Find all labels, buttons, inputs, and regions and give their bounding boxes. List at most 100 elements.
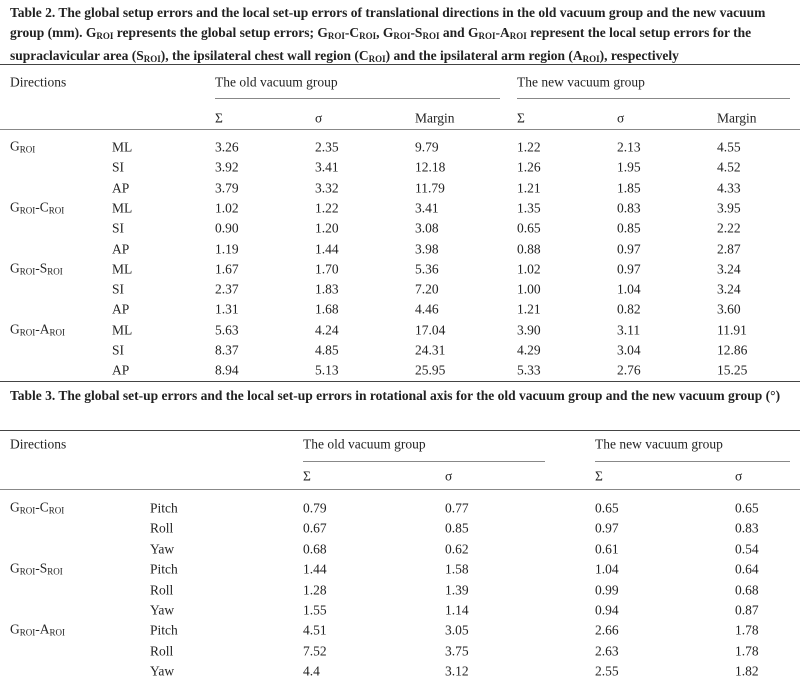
cell-value: 4.51: [303, 622, 327, 638]
text-run: G: [10, 138, 20, 154]
text-run: G: [10, 621, 20, 637]
cell-value: 2.87: [717, 240, 741, 256]
cell-value: 0.97: [617, 240, 641, 256]
text-run: Table 2. The global setup errors and the…: [10, 5, 766, 40]
cell-value: 3.75: [445, 643, 469, 659]
direction: Pitch: [150, 561, 178, 577]
cell-value: 0.83: [735, 520, 759, 536]
cell-value: 0.77: [445, 500, 469, 516]
cell-value: 0.97: [595, 520, 619, 536]
cell-value: 1.70: [315, 261, 339, 277]
cell-value: 8.37: [215, 342, 239, 358]
subscript: ROI: [19, 627, 36, 638]
row-label: GROI-AROI: [10, 623, 65, 638]
text-run: -S: [410, 24, 423, 40]
text-run: G: [10, 321, 20, 337]
cell-value: 4.4: [303, 663, 320, 679]
cell-value: 0.94: [595, 602, 619, 618]
subscript: ROI: [478, 30, 496, 41]
cell-value: 3.26: [215, 139, 239, 155]
column-header: Σ: [303, 468, 311, 484]
rule: [0, 430, 800, 431]
text-run: -S: [35, 560, 48, 576]
subscript: ROI: [48, 205, 65, 216]
cell-value: 0.85: [617, 220, 641, 236]
column-header: σ: [617, 110, 625, 126]
cell-value: 2.55: [595, 663, 619, 679]
cell-value: 1.04: [617, 281, 641, 297]
subscript: ROI: [19, 144, 36, 155]
column-header: Σ: [595, 468, 603, 484]
subscript: ROI: [582, 54, 600, 64]
direction: Pitch: [150, 622, 178, 638]
direction: SI: [112, 281, 125, 297]
cell-value: 3.32: [315, 179, 339, 195]
text-run: and G: [439, 24, 479, 40]
cell-value: 1.82: [735, 663, 759, 679]
cell-value: 3.12: [445, 663, 469, 679]
cell-value: 2.13: [617, 139, 641, 155]
cell-value: 5.33: [517, 362, 541, 378]
subscript: ROI: [96, 30, 114, 41]
cell-value: 0.97: [617, 261, 641, 277]
cell-value: 3.41: [315, 159, 339, 175]
cell-value: 3.05: [445, 622, 469, 638]
cell-value: 0.87: [735, 602, 759, 618]
subscript: ROI: [19, 266, 36, 277]
subscript: ROI: [509, 30, 527, 41]
text-run: G: [10, 499, 20, 515]
cell-value: 0.82: [617, 301, 641, 317]
text-run: represents the global setup errors; G: [113, 24, 328, 40]
cell-value: 1.35: [517, 200, 541, 216]
cell-value: 2.76: [617, 362, 641, 378]
rule: [0, 489, 800, 490]
row-label: GROI-SROI: [10, 560, 63, 577]
rule: [215, 98, 500, 99]
table-caption: Table 2. The global setup errors and the…: [10, 3, 790, 70]
cell-value: 1.21: [517, 301, 541, 317]
cell-value: 1.44: [315, 240, 339, 256]
cell-value: 1.28: [303, 581, 327, 597]
cell-value: 3.92: [215, 159, 239, 175]
cell-value: 11.91: [717, 321, 747, 337]
direction: Yaw: [150, 541, 175, 557]
table-caption: Table 3. The global set-up errors and th…: [10, 386, 790, 406]
cell-value: 0.68: [735, 581, 759, 597]
cell-value: 1.22: [517, 139, 541, 155]
text-run: -C: [344, 24, 360, 40]
cell-value: 1.44: [303, 561, 327, 577]
cell-value: 1.04: [595, 561, 619, 577]
cell-value: 3.95: [717, 200, 741, 216]
cell-value: 5.63: [215, 321, 239, 337]
column-header: Σ: [517, 110, 525, 126]
cell-value: 4.24: [315, 321, 339, 337]
rule: [595, 461, 790, 462]
cell-value: 2.66: [595, 622, 619, 638]
cell-value: 1.02: [517, 261, 541, 277]
cell-value: 17.04: [415, 321, 446, 337]
cell-value: 0.64: [735, 561, 759, 577]
cell-value: 3.98: [415, 240, 439, 256]
cell-value: 1.31: [215, 301, 239, 317]
subscript: ROI: [49, 327, 66, 338]
cell-value: 12.18: [415, 159, 446, 175]
text-run: -A: [35, 621, 50, 637]
group-header: The new vacuum group: [595, 436, 723, 452]
column-header: Margin: [717, 110, 757, 126]
text-run: -C: [35, 199, 49, 215]
cell-value: 0.62: [445, 541, 469, 557]
cell-value: 0.65: [595, 500, 619, 516]
cell-value: 2.37: [215, 281, 239, 297]
row-label: GROI-CROI: [10, 499, 64, 516]
cell-value: 3.79: [215, 179, 239, 195]
text-run: G: [10, 560, 20, 576]
direction: Yaw: [150, 602, 175, 618]
cell-value: 3.90: [517, 321, 541, 337]
cell-value: 1.39: [445, 581, 469, 597]
cell-value: 1.19: [215, 240, 239, 256]
group-header: The old vacuum group: [303, 436, 426, 452]
cell-value: 0.65: [735, 500, 759, 516]
subscript: ROI: [368, 54, 386, 64]
column-header: σ: [315, 110, 323, 126]
